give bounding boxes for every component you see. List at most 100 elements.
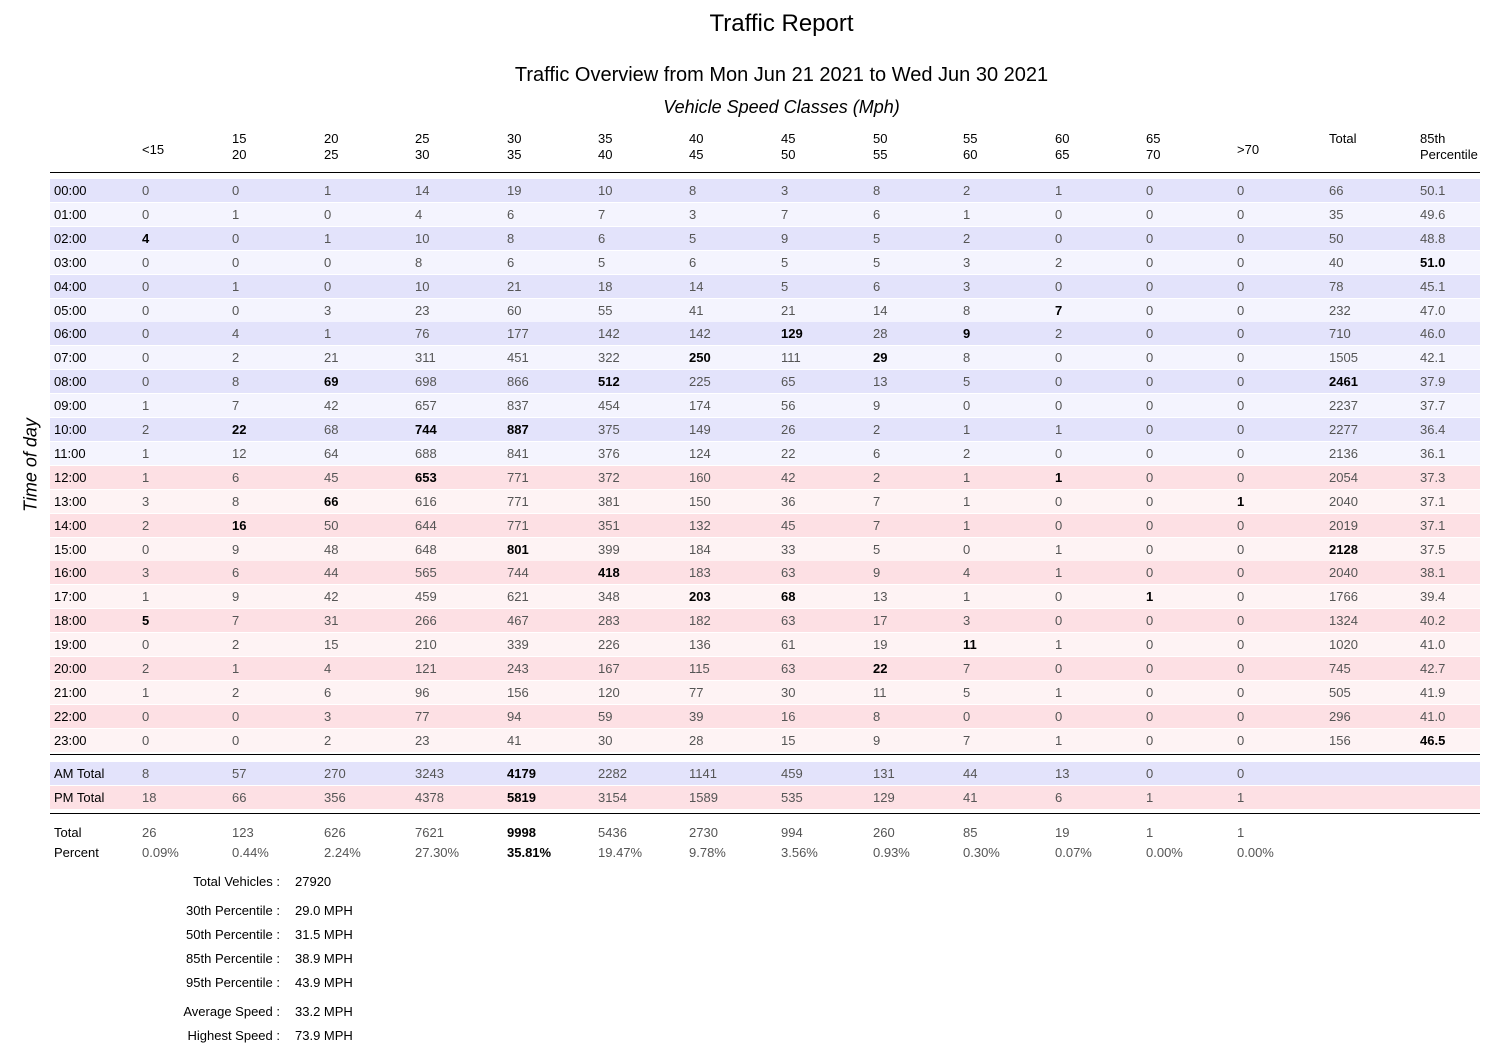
table-cell: 2 [873, 422, 881, 437]
row-label: 21:00 [54, 684, 87, 700]
table-cell: 4 [324, 661, 332, 676]
table-cell: 994 [781, 825, 803, 840]
row-label: 04:00 [54, 278, 87, 294]
table-cell: 376 [598, 445, 620, 461]
table-cell: 6 [598, 230, 606, 246]
stat-value: 31.5 MPH [295, 927, 353, 942]
table-cell: 283 [598, 613, 620, 629]
table-cell: 505 [1329, 684, 1351, 700]
table-row: 06:00 0 4 1 76 177 142 142 129 28 9 2 0 0 710 46.0 [50, 322, 1480, 346]
table-cell: 0 [1237, 278, 1245, 294]
table-cell: 13 [1055, 766, 1070, 781]
table-cell: 36.4 [1420, 422, 1446, 437]
table-cell: 3154 [598, 790, 627, 805]
table-cell: 2 [873, 469, 881, 485]
table-cell: 120 [598, 684, 620, 700]
table-cell: 0 [1237, 661, 1245, 676]
table-row: AM Total 8 57 270 3243 4179 2282 1141 459 131 44 13… [50, 762, 1480, 785]
table-cell: 41.0 [1420, 637, 1446, 653]
table-cell: 14 [689, 278, 704, 294]
table-cell: 0 [1237, 326, 1245, 342]
table-cell: 14 [873, 302, 888, 318]
table-row: 02:00 4 0 1 10 8 6 5 9 5 2 0 0 0 50 48.8 [50, 226, 1480, 250]
stat-value: 33.2 MPH [295, 1004, 353, 1019]
table-cell: 1 [232, 206, 240, 222]
table-cell: 136 [689, 637, 711, 653]
table-cell: 0.09% [142, 845, 179, 860]
table-cell: 21 [781, 302, 796, 318]
table-cell: 0 [1055, 398, 1063, 414]
column-header-line: 55 [873, 147, 888, 162]
table-cell: 66 [1329, 183, 1344, 198]
table-cell: 1 [1146, 790, 1154, 805]
table-cell: 47.0 [1420, 302, 1446, 318]
table-cell: 459 [415, 589, 437, 605]
table-cell: 0 [1146, 445, 1154, 461]
table-cell: 0 [1146, 732, 1154, 748]
table-cell: 7 [873, 493, 881, 509]
table-cell: 1 [142, 684, 150, 700]
table-cell: 0 [142, 350, 150, 366]
table-cell: 0.30% [963, 845, 1000, 860]
row-label: 10:00 [54, 422, 87, 437]
table-cell: 1 [1055, 637, 1063, 653]
table-cell: 1 [963, 589, 971, 605]
table-cell: 9 [232, 589, 240, 605]
table-cell: 2 [232, 350, 240, 366]
table-cell: 0 [1146, 493, 1154, 509]
table-cell: 6 [324, 684, 332, 700]
table-cell: 8 [873, 183, 881, 198]
column-header-line: 50 [781, 147, 796, 162]
table-cell: 3 [963, 254, 971, 270]
table-cell: 1 [1055, 565, 1063, 581]
table-cell: 0 [324, 206, 332, 222]
table-cell: 0 [142, 326, 150, 342]
row-label: 23:00 [54, 732, 87, 748]
table-cell: 30 [598, 732, 613, 748]
table-cell: 0 [963, 541, 971, 557]
table-cell: 26 [781, 422, 796, 437]
table-cell: 48 [324, 541, 339, 557]
table-cell: 7 [963, 732, 971, 748]
table-cell: 44 [963, 766, 978, 781]
table-cell: 5 [689, 230, 697, 246]
table-cell: 13 [873, 589, 888, 605]
table-cell: 63 [781, 613, 796, 629]
column-header: 55 60 [963, 131, 977, 163]
table-cell: 8 [963, 302, 971, 318]
column-header-line: 40 [598, 147, 613, 162]
table-cell: 50 [324, 517, 339, 533]
table-cell: 142 [598, 326, 620, 342]
table-cell: 1 [142, 398, 150, 414]
row-label: 02:00 [54, 230, 87, 246]
row-label: Percent [54, 845, 99, 860]
table-cell: 399 [598, 541, 620, 557]
column-header-line: 55 [963, 131, 978, 146]
table-cell: 0 [142, 637, 150, 653]
table-cell: 0 [1237, 517, 1245, 533]
table-cell: 0 [142, 374, 150, 390]
column-header: 15 20 [232, 131, 246, 163]
table-cell: 69 [324, 374, 339, 390]
table-cell: 1 [142, 469, 150, 485]
table-cell: 66 [232, 790, 247, 805]
table-cell: 7621 [415, 825, 444, 840]
table-cell: 2.24% [324, 845, 361, 860]
row-label: 14:00 [54, 517, 87, 533]
table-cell: 65 [781, 374, 796, 390]
table-cell: 0 [142, 302, 150, 318]
table-row: 09:00 1 7 42 657 837 454 174 56 9 0 0 0 0 2237 37.7 [50, 394, 1480, 418]
table-cell: 174 [689, 398, 711, 414]
table-cell: 10 [415, 278, 430, 294]
table-cell: 18 [598, 278, 613, 294]
table-row: 18:00 5 7 31 266 467 283 182 63 17 3 0 0 0 1324 40.2 [50, 609, 1480, 633]
table-cell: 0 [232, 302, 240, 318]
table-cell: 311 [415, 350, 436, 366]
table-cell: 0 [1146, 302, 1154, 318]
table-cell: 5 [781, 278, 789, 294]
table-cell: 68 [324, 422, 339, 437]
table-cell: 36.1 [1420, 445, 1446, 461]
table-cell: 28 [689, 732, 704, 748]
table-cell: 1 [142, 445, 150, 461]
column-header: >70 [1237, 142, 1259, 158]
